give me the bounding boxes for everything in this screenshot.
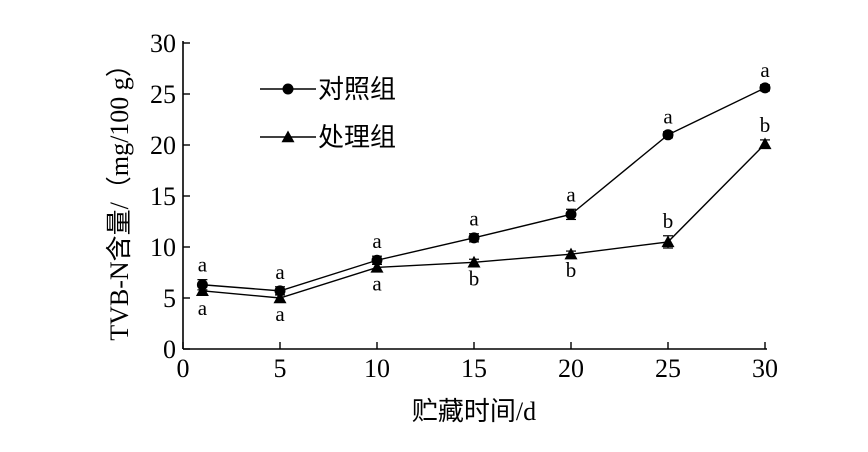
- significance-label: a: [275, 260, 285, 284]
- y-tick-label: 10: [150, 233, 176, 262]
- data-point: [273, 291, 287, 304]
- legend-item: 对照组: [260, 75, 396, 104]
- x-tick-label: 20: [558, 354, 584, 383]
- data-point: [467, 255, 481, 268]
- x-tick-label: 0: [177, 354, 190, 383]
- significance-label: a: [372, 229, 382, 253]
- x-tick-label: 5: [274, 354, 287, 383]
- data-point: [370, 260, 384, 273]
- legend-label: 处理组: [318, 123, 396, 152]
- y-tick-label: 15: [150, 182, 176, 211]
- significance-label: b: [760, 113, 771, 137]
- series-treatment: a aa b bbb: [195, 113, 772, 326]
- significance-label: a: [760, 58, 770, 82]
- data-point: [564, 247, 578, 260]
- significance-label: b: [663, 209, 674, 233]
- x-tick-label: 15: [461, 354, 487, 383]
- significance-label: a: [198, 253, 208, 277]
- x-axis-title: 贮藏时间/d: [412, 397, 536, 426]
- legend-marker: [282, 83, 294, 95]
- significance-label: a: [198, 296, 208, 320]
- series-line: [202, 87, 766, 292]
- significance-label: a: [566, 182, 576, 206]
- y-tick-label: 25: [150, 80, 176, 109]
- significance-label: a: [275, 302, 285, 326]
- y-tick-label: 30: [150, 29, 176, 58]
- data-point: [468, 232, 480, 244]
- y-tick-label: 0: [163, 335, 176, 364]
- significance-label: b: [469, 266, 480, 290]
- data-point: [759, 82, 771, 94]
- data-point: [371, 254, 383, 266]
- y-tick-label: 5: [163, 284, 176, 313]
- significance-label: a: [372, 271, 382, 295]
- legend-item: 处理组: [260, 123, 396, 152]
- x-tick-label: 25: [655, 354, 681, 383]
- data-point: [274, 285, 286, 297]
- x-tick-label: 30: [752, 354, 778, 383]
- y-axis-title: TVB-N含量/（mg/100 g）: [105, 51, 134, 341]
- series-line: [202, 143, 766, 299]
- significance-label: a: [469, 207, 479, 231]
- x-tick-label: 10: [364, 354, 390, 383]
- significance-label: b: [566, 258, 577, 282]
- y-tick-label: 20: [150, 131, 176, 160]
- significance-label: a: [663, 105, 673, 129]
- data-point: [565, 208, 577, 220]
- legend-marker: [281, 130, 295, 143]
- data-point: [195, 284, 209, 297]
- axes: 0 5 10 15 20 25 30 0 5 10 15 20 25 30: [150, 29, 778, 383]
- data-point: [758, 137, 772, 150]
- data-point: [662, 129, 674, 141]
- data-point: [661, 235, 675, 248]
- legend-label: 对照组: [318, 75, 396, 104]
